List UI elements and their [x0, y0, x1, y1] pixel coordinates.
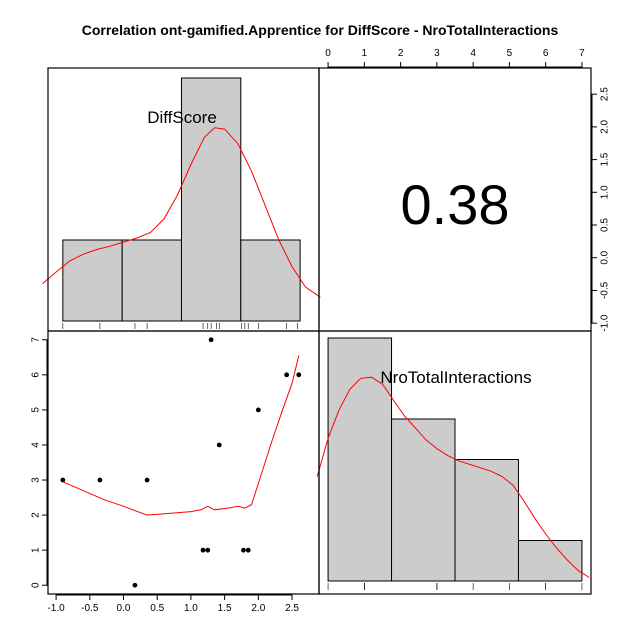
tick-label: -1.0 [47, 603, 65, 614]
scatter-point [216, 442, 222, 448]
tick-label: 4 [470, 48, 476, 59]
tick-label: 2.5 [600, 87, 611, 101]
panel-frame [47, 330, 320, 595]
scatter-point [255, 407, 261, 413]
scatter-point [241, 547, 246, 553]
scatter-point [60, 477, 66, 483]
density-curve [42, 127, 321, 298]
loess-smooth-line [62, 355, 300, 516]
diffscore-histogram: DiffScore [42, 77, 321, 329]
panels: DiffScore NroTotalInteractions 0.38 -1.0 -0.… [31, 48, 611, 614]
tick-label: 2 [398, 48, 404, 59]
histogram-bar [62, 239, 123, 322]
tick-label: 2 [31, 512, 42, 518]
tick-label: 6 [31, 372, 42, 378]
tick-label: 1.5 [218, 603, 232, 614]
tick-label: -0.5 [600, 281, 611, 299]
tick-label: 2.0 [251, 603, 265, 614]
tick-label: 5 [31, 407, 42, 413]
tick-label: 0.5 [600, 218, 611, 232]
variable-label-interactions: NroTotalInteractions [380, 368, 531, 387]
tick-label: 3 [31, 477, 42, 483]
tick-label: 4 [31, 442, 42, 448]
scatter-point [144, 477, 150, 483]
histogram-bar [240, 239, 301, 322]
x-axis-bottom: -1.0 -0.5 0.0 0.5 1.0 1.5 2.0 2.5 [47, 594, 299, 614]
interactions-histogram: NroTotalInteractions [316, 337, 590, 590]
scatter-point [132, 582, 138, 588]
tick-label: 3 [434, 48, 440, 59]
panel-frame [318, 330, 592, 595]
histogram-bar [517, 540, 583, 582]
scatter-point [208, 337, 214, 343]
tick-label: 1.5 [600, 152, 611, 166]
tick-label: 1 [362, 48, 368, 59]
tick-label: 1 [31, 547, 42, 553]
scatter-panel [60, 337, 302, 588]
histogram-bar [327, 337, 393, 582]
histogram-bar [391, 418, 456, 582]
tick-label: 1.0 [600, 185, 611, 199]
tick-label: 0.0 [117, 603, 131, 614]
scatter-point [97, 477, 103, 483]
tick-label: 1.0 [184, 603, 198, 614]
scatter-point [200, 547, 206, 553]
panel-frames [47, 67, 592, 595]
x-axis-top: 0 1 2 3 4 5 6 7 [325, 48, 585, 68]
tick-label: 5 [507, 48, 513, 59]
chart-title: Correlation ont-gamified.Apprentice for … [82, 22, 559, 38]
density-curve [316, 376, 590, 578]
variable-label-diffscore: DiffScore [147, 108, 217, 127]
tick-label: 2.0 [600, 119, 611, 133]
scatter-point [296, 372, 302, 378]
tick-label: 7 [579, 48, 585, 59]
scatter-point [245, 547, 251, 553]
tick-label: 0 [325, 48, 331, 59]
histogram-bar [454, 459, 519, 582]
scatter-point [284, 372, 290, 378]
histogram-bar [121, 239, 182, 322]
tick-label: 2.5 [285, 603, 299, 614]
tick-label: 0 [31, 582, 42, 588]
tick-label: -1.0 [600, 314, 611, 332]
histogram-bar [180, 77, 242, 322]
y-axis-right: -1.0 -0.5 0.0 0.5 1.0 1.5 2.0 2.5 [591, 87, 611, 332]
y-axis-left: 0 1 2 3 4 5 6 7 [31, 337, 48, 588]
tick-label: -0.5 [81, 603, 99, 614]
tick-label: 0.5 [150, 603, 164, 614]
scatter-point [205, 547, 211, 553]
tick-label: 0.0 [600, 250, 611, 264]
tick-label: 6 [543, 48, 549, 59]
correlation-value: 0.38 [401, 173, 510, 236]
tick-label: 7 [31, 337, 42, 343]
